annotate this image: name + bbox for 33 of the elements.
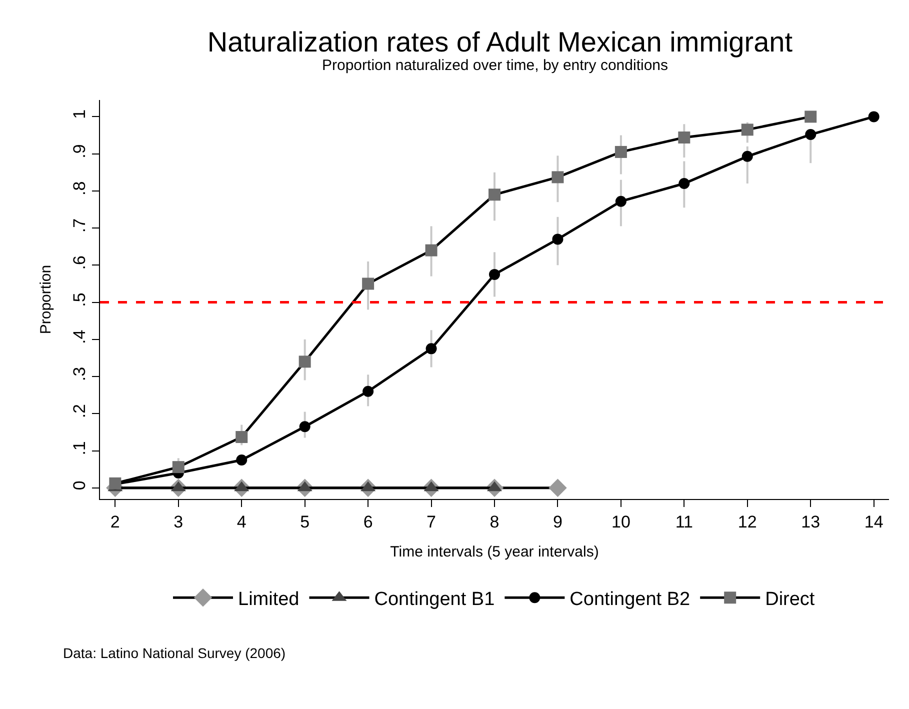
legend-label: Contingent B1 — [374, 589, 495, 610]
y-tick-label: .4 — [70, 330, 90, 344]
x-axis-title: Time intervals (5 year intervals) — [390, 543, 599, 560]
chart-subtitle: Proportion naturalized over time, by entry conditions — [322, 57, 668, 74]
x-tick-label: 7 — [426, 512, 436, 532]
x-tick-label: 6 — [363, 512, 373, 532]
x-tick-label: 12 — [738, 512, 757, 532]
y-tick-label: .2 — [70, 404, 90, 418]
y-tick-label: .1 — [70, 441, 90, 456]
x-tick-label: 4 — [236, 512, 246, 532]
y-axis-title: Proportion — [37, 264, 54, 334]
x-tick-label: 13 — [801, 512, 820, 532]
legend-label: Direct — [765, 589, 816, 610]
y-tick-label: 0 — [70, 480, 90, 490]
x-tick-label: 2 — [110, 512, 120, 532]
x-tick-label: 3 — [174, 512, 184, 532]
x-tick-label: 10 — [611, 512, 630, 532]
y-tick-label: .5 — [70, 292, 90, 307]
legend-label: Limited — [238, 589, 300, 610]
y-tick-label: .7 — [70, 218, 90, 233]
x-tick-label: 8 — [490, 512, 500, 532]
y-tick-label: .8 — [70, 181, 90, 196]
y-tick-label: .3 — [70, 366, 90, 382]
y-tick-label: .6 — [70, 256, 90, 270]
chart-title: Naturalization rates of Adult Mexican immigrant — [207, 26, 793, 58]
x-tick-label: 9 — [552, 512, 562, 532]
y-tick-label: 1 — [70, 109, 90, 119]
x-tick-label: 5 — [300, 512, 310, 532]
x-tick-label: 11 — [675, 512, 693, 532]
x-tick-label: 14 — [864, 512, 884, 532]
y-tick-label: .9 — [70, 144, 90, 158]
text: Data: Latino National Survey (2006) — [63, 645, 286, 661]
legend-label: Contingent B2 — [570, 589, 690, 610]
